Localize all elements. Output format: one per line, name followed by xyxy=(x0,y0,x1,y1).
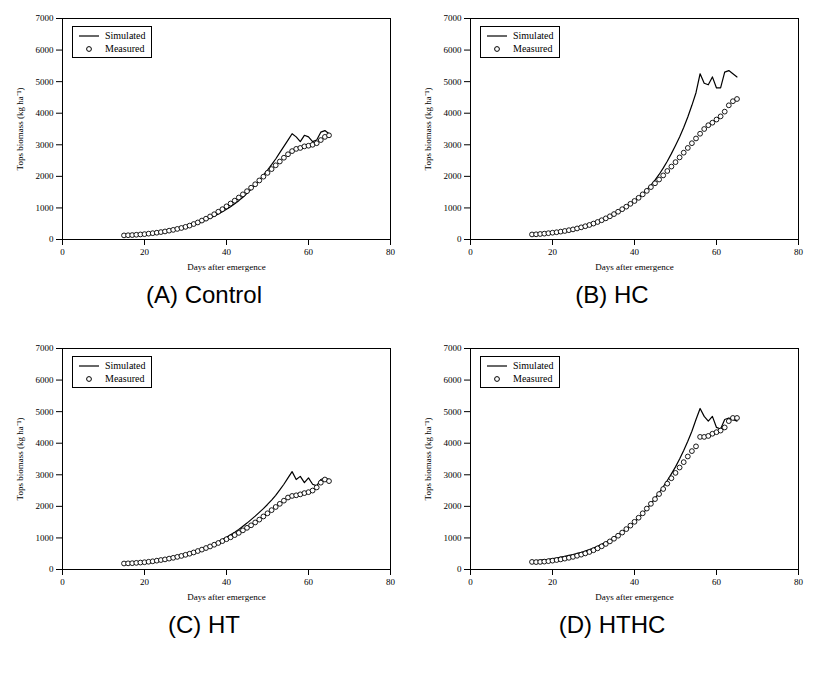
svg-text:6000: 6000 xyxy=(36,375,55,385)
html-text:Simulated: Simulated xyxy=(105,360,146,371)
svg-text:20: 20 xyxy=(140,577,150,587)
svg-text:40: 40 xyxy=(222,577,232,587)
svg-text:60: 60 xyxy=(712,577,722,587)
svg-text:20: 20 xyxy=(140,247,150,257)
html-text:Measured: Measured xyxy=(513,373,553,384)
svg-text:40: 40 xyxy=(630,247,640,257)
svg-text:20: 20 xyxy=(548,577,558,587)
svg-text:5000: 5000 xyxy=(444,77,463,87)
html-text:(A) Control: (A) Control xyxy=(146,281,262,308)
svg-text:80: 80 xyxy=(386,247,396,257)
svg-text:3000: 3000 xyxy=(444,470,463,480)
svg-text:4000: 4000 xyxy=(444,438,463,448)
svg-text:40: 40 xyxy=(630,577,640,587)
svg-text:80: 80 xyxy=(794,577,804,587)
svg-text:4000: 4000 xyxy=(36,108,55,118)
svg-text:6000: 6000 xyxy=(444,45,463,55)
svg-text:0: 0 xyxy=(457,234,462,244)
svg-text:7000: 7000 xyxy=(444,343,463,353)
svg-text:1000: 1000 xyxy=(36,203,55,213)
html-text:Measured: Measured xyxy=(105,373,145,384)
svg-text:0: 0 xyxy=(49,234,54,244)
svg-text:7000: 7000 xyxy=(36,13,55,23)
svg-text:0: 0 xyxy=(60,577,65,587)
svg-text:4000: 4000 xyxy=(36,438,55,448)
html-text:(C) HT: (C) HT xyxy=(168,611,240,638)
svg-text:7000: 7000 xyxy=(444,13,463,23)
svg-text:1000: 1000 xyxy=(444,203,463,213)
svg-text:80: 80 xyxy=(386,577,396,587)
svg-text:2000: 2000 xyxy=(444,171,463,181)
html-text:Simulated: Simulated xyxy=(105,30,146,41)
svg-text:0: 0 xyxy=(457,564,462,574)
svg-text:5000: 5000 xyxy=(444,407,463,417)
html-text:Measured: Measured xyxy=(513,43,553,54)
svg-text:Tops biomass (kg ha⁻¹): Tops biomass (kg ha⁻¹) xyxy=(423,88,433,171)
svg-text:2000: 2000 xyxy=(36,501,55,511)
svg-text:2000: 2000 xyxy=(444,501,463,511)
svg-text:7000: 7000 xyxy=(36,343,55,353)
svg-text:3000: 3000 xyxy=(36,140,55,150)
svg-text:60: 60 xyxy=(304,247,314,257)
svg-text:5000: 5000 xyxy=(36,407,55,417)
svg-text:0: 0 xyxy=(468,247,473,257)
svg-text:60: 60 xyxy=(712,247,722,257)
html-text:Measured: Measured xyxy=(105,43,145,54)
svg-text:Tops biomass (kg ha⁻¹): Tops biomass (kg ha⁻¹) xyxy=(423,418,433,501)
svg-text:Days after emergence: Days after emergence xyxy=(595,592,673,602)
svg-text:5000: 5000 xyxy=(36,77,55,87)
svg-text:2000: 2000 xyxy=(36,171,55,181)
svg-text:6000: 6000 xyxy=(444,375,463,385)
svg-text:Days after emergence: Days after emergence xyxy=(595,262,673,272)
svg-text:3000: 3000 xyxy=(444,140,463,150)
svg-text:6000: 6000 xyxy=(36,45,55,55)
html-text:Simulated: Simulated xyxy=(513,30,554,41)
svg-text:4000: 4000 xyxy=(444,108,463,118)
svg-text:40: 40 xyxy=(222,247,232,257)
svg-text:Days after emergence: Days after emergence xyxy=(187,262,265,272)
svg-text:60: 60 xyxy=(304,577,314,587)
svg-text:0: 0 xyxy=(60,247,65,257)
svg-text:Days after emergence: Days after emergence xyxy=(187,592,265,602)
html-text:(D) HTHC: (D) HTHC xyxy=(558,611,666,638)
svg-text:1000: 1000 xyxy=(36,533,55,543)
svg-text:80: 80 xyxy=(794,247,804,257)
svg-text:0: 0 xyxy=(49,564,54,574)
svg-text:20: 20 xyxy=(548,247,558,257)
svg-text:Tops biomass (kg ha⁻¹): Tops biomass (kg ha⁻¹) xyxy=(15,418,25,501)
svg-text:3000: 3000 xyxy=(36,470,55,480)
html-text:(B) HC: (B) HC xyxy=(575,281,649,308)
svg-text:Tops biomass (kg ha⁻¹): Tops biomass (kg ha⁻¹) xyxy=(15,88,25,171)
html-text:Simulated: Simulated xyxy=(513,360,554,371)
svg-text:1000: 1000 xyxy=(444,533,463,543)
svg-text:0: 0 xyxy=(468,577,473,587)
